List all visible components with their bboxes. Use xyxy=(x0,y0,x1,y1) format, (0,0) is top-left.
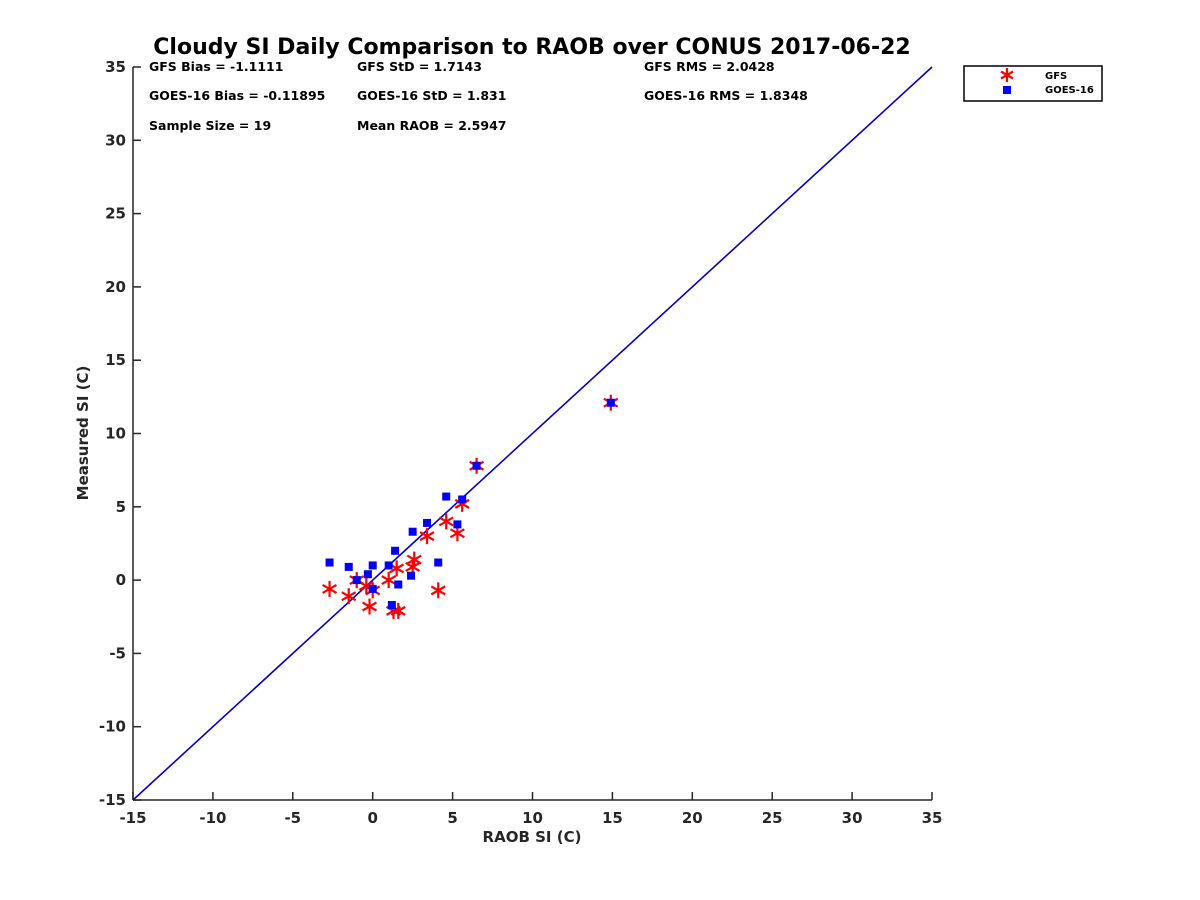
goes16-point xyxy=(394,580,403,589)
gfs-bias-text: GFS Bias = -1.1111 xyxy=(149,59,283,74)
x-tick-label: 5 xyxy=(447,809,457,827)
legend-gfs-marker xyxy=(1000,68,1014,82)
y-tick-label: 10 xyxy=(105,425,126,443)
goes16-point xyxy=(352,576,361,585)
reference-line xyxy=(132,66,933,801)
x-tick-label: -10 xyxy=(199,809,226,827)
mean-raob-text: Mean RAOB = 2.5947 xyxy=(357,118,506,133)
goes16-point xyxy=(458,495,467,504)
gfs-point xyxy=(419,528,435,545)
y-tick-label: 30 xyxy=(105,131,126,149)
gfs-series xyxy=(322,394,619,619)
chart-title: Cloudy SI Daily Comparison to RAOB over … xyxy=(153,35,910,60)
y-tick-label: 0 xyxy=(116,571,126,589)
goes16-point xyxy=(407,571,416,580)
x-tick-label: 25 xyxy=(762,809,783,827)
y-tick-label: 25 xyxy=(105,205,126,223)
goes16-point xyxy=(423,518,432,527)
goes16-point xyxy=(442,492,451,501)
goes16-series xyxy=(325,398,615,610)
stats-block: GFS Bias = -1.1111 GFS StD = 1.7143 GFS … xyxy=(149,59,808,133)
goes16-std-text: GOES-16 StD = 1.831 xyxy=(357,88,506,103)
gfs-point xyxy=(430,582,446,599)
one-to-one-line xyxy=(132,66,933,801)
y-tick-label: 35 xyxy=(105,58,126,76)
goes16-bias-text: GOES-16 Bias = -0.11895 xyxy=(149,88,325,103)
y-tick-label: 20 xyxy=(105,278,126,296)
goes16-point xyxy=(408,527,417,536)
goes16-point xyxy=(363,570,372,579)
goes16-point xyxy=(434,558,443,567)
x-tick-label: -15 xyxy=(119,809,146,827)
gfs-std-text: GFS StD = 1.7143 xyxy=(357,59,482,74)
y-tick-label: 5 xyxy=(116,498,126,516)
gfs-rms-text: GFS RMS = 2.0428 xyxy=(644,59,775,74)
x-tick-label: 35 xyxy=(922,809,943,827)
goes16-point xyxy=(368,561,377,570)
goes16-rms-text: GOES-16 RMS = 1.8348 xyxy=(644,88,808,103)
goes16-point xyxy=(453,520,462,529)
legend-gfs-label: GFS xyxy=(1045,71,1067,82)
goes16-point xyxy=(606,398,615,407)
legend-gfs-asterisk xyxy=(1000,68,1014,82)
goes16-point xyxy=(391,546,400,555)
gfs-point xyxy=(438,513,454,530)
y-tick-label: -15 xyxy=(99,791,126,809)
goes16-point xyxy=(344,562,353,571)
legend-goes16-square xyxy=(1003,86,1011,94)
x-tick-label: 15 xyxy=(602,809,623,827)
gfs-point xyxy=(341,588,357,605)
sample-size-text: Sample Size = 19 xyxy=(149,118,271,133)
y-tick-label: -5 xyxy=(109,644,126,662)
x-axis-label: RAOB SI (C) xyxy=(483,828,582,846)
legend-goes16-marker xyxy=(1003,86,1011,94)
gfs-point xyxy=(322,580,338,597)
legend: GFS GOES-16 xyxy=(963,65,1103,102)
axes: -15 -10 -5 0 5 10 15 20 25 30 35 -15 -10 -5 0 5 10 15 20 25… xyxy=(99,58,943,827)
x-tick-label: -5 xyxy=(284,809,301,827)
x-tick-label: 30 xyxy=(842,809,863,827)
goes16-point xyxy=(387,601,396,610)
goes16-point xyxy=(325,558,334,567)
y-axis-label: Measured SI (C) xyxy=(74,366,92,501)
gfs-point xyxy=(381,572,397,589)
y-tick-label: -10 xyxy=(99,718,126,736)
goes16-point xyxy=(472,461,481,470)
legend-box xyxy=(963,65,1103,102)
gfs-point xyxy=(406,551,422,568)
x-tick-label: 20 xyxy=(682,809,703,827)
gfs-point xyxy=(362,598,377,615)
legend-goes16-label: GOES-16 xyxy=(1045,85,1094,96)
goes16-point xyxy=(368,584,377,593)
goes16-point xyxy=(384,561,393,570)
x-tick-label: 10 xyxy=(522,809,543,827)
x-tick-label: 0 xyxy=(367,809,377,827)
y-tick-label: 15 xyxy=(105,351,126,369)
